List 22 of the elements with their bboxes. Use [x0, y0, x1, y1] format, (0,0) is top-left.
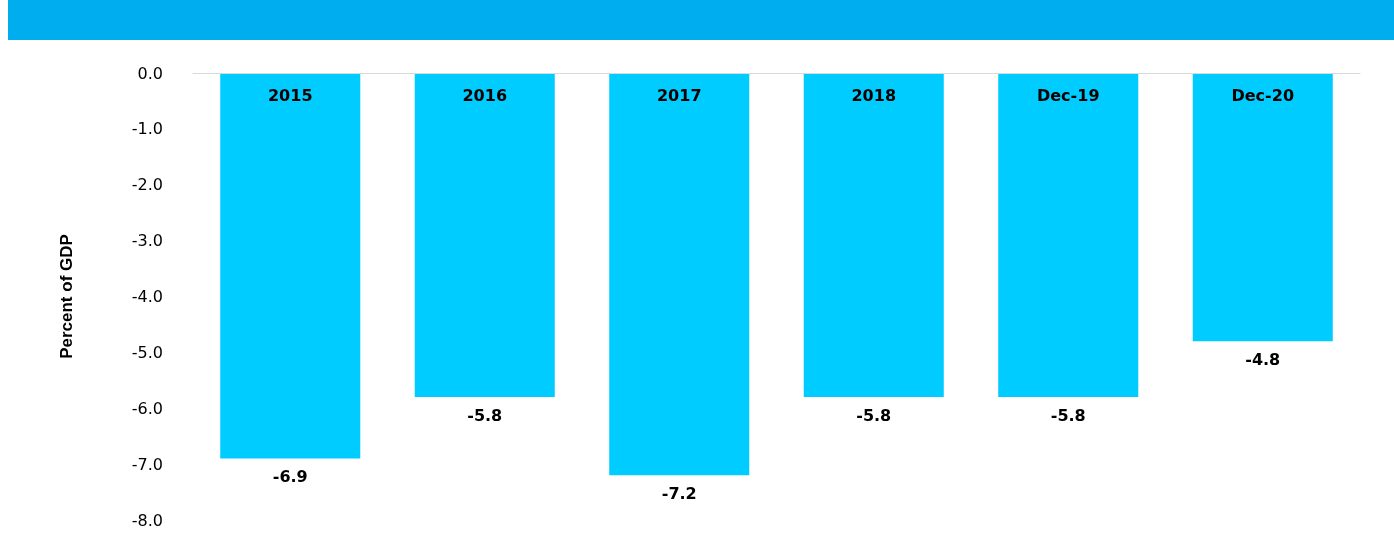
y-tick-label: -4.0 — [131, 287, 163, 306]
data-label: -5.8 — [856, 405, 892, 425]
y-tick-label: 0.0 — [137, 63, 163, 83]
y-tick-label: -2.0 — [131, 175, 163, 195]
y-tick-label: -1.0 — [131, 119, 163, 139]
x-tick-label: 2016 — [462, 85, 508, 105]
y-tick-label: -5.0 — [131, 342, 163, 362]
x-tick-label: Dec-19 — [1036, 85, 1100, 105]
y-tick-label: -8.0 — [131, 510, 163, 530]
data-label: -5.8 — [1050, 405, 1086, 425]
x-tick-label: 2015 — [267, 85, 313, 105]
y-axis-title: Percent of GDP — [57, 234, 76, 359]
data-label: -6.9 — [272, 467, 308, 487]
y-tick-label: -3.0 — [131, 231, 163, 251]
x-tick-label: 2018 — [851, 85, 897, 105]
x-tick-label: 2017 — [656, 85, 702, 105]
y-tick-label: -6.0 — [131, 398, 163, 418]
data-label: -7.2 — [661, 483, 697, 503]
x-tick-label: Dec-20 — [1231, 85, 1295, 105]
data-label: -4.8 — [1245, 349, 1281, 369]
data-label: -5.8 — [467, 405, 503, 425]
y-tick-label: -7.0 — [131, 454, 163, 474]
